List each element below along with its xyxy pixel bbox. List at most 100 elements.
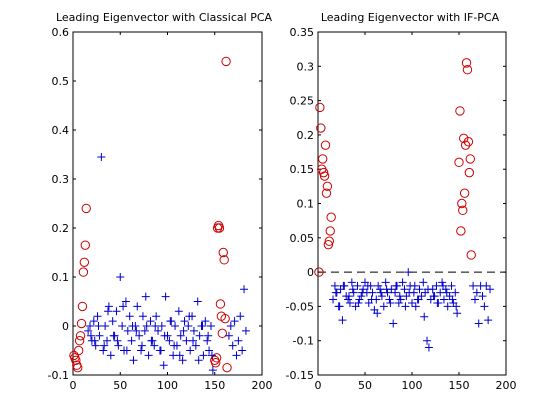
left-plus-point bbox=[178, 356, 187, 365]
right-plus-point bbox=[480, 302, 489, 311]
right-x-tick-label: 150 bbox=[449, 379, 470, 392]
left-plus-point bbox=[186, 346, 195, 355]
right-circle-point bbox=[461, 58, 472, 68]
right-plus-point bbox=[385, 295, 394, 304]
left-plus-point bbox=[234, 336, 243, 345]
right-plus-point bbox=[400, 285, 409, 294]
right-y-tick-label: 0.3 bbox=[297, 60, 315, 73]
left-circle-point bbox=[81, 203, 91, 214]
left-x-tick-label: 100 bbox=[157, 379, 178, 392]
right-plus-point bbox=[443, 302, 452, 311]
left-plus-point bbox=[86, 331, 95, 340]
left-plus-point bbox=[170, 341, 179, 350]
left-plus-point bbox=[129, 356, 138, 365]
left-plus-point bbox=[203, 336, 212, 345]
right-plus-point bbox=[423, 285, 432, 294]
right-plus-point bbox=[452, 302, 461, 311]
left-circle-point bbox=[71, 355, 81, 365]
right-circle-point bbox=[316, 123, 326, 133]
left-circle-point bbox=[78, 267, 89, 277]
right-plus-point bbox=[448, 295, 457, 304]
left-plus-point bbox=[90, 336, 99, 345]
right-circle-point bbox=[463, 137, 474, 147]
left-plus-point bbox=[118, 322, 127, 330]
right-circle-point bbox=[454, 157, 464, 168]
right-circle-point bbox=[466, 250, 476, 260]
right-plus-point bbox=[423, 336, 432, 345]
left-y-tick-label: 0.6 bbox=[52, 26, 70, 39]
right-circle-point bbox=[459, 133, 469, 144]
left-plus-point bbox=[160, 331, 169, 340]
right-circle-point bbox=[458, 205, 468, 216]
right-circle-point bbox=[315, 102, 325, 113]
right-plus-point bbox=[389, 319, 398, 328]
right-plus-point bbox=[391, 288, 400, 297]
left-plus-point bbox=[103, 307, 112, 316]
left-plus-point bbox=[238, 346, 247, 355]
right-plus-point bbox=[359, 285, 368, 294]
left-circle-point bbox=[222, 362, 232, 373]
left-plus-point bbox=[226, 322, 235, 330]
right-circle-point bbox=[464, 167, 475, 178]
left-plus-point bbox=[128, 322, 137, 330]
right-axis-ticks: 0 50 100 150 200 -0.15 -0.1 -0.05 0 0.05 0.1 0.15 0.… bbox=[286, 26, 517, 392]
left-plus-point bbox=[194, 356, 203, 365]
left-plus-point bbox=[152, 312, 161, 321]
right-plus-point bbox=[439, 281, 448, 290]
left-plus-point bbox=[171, 322, 180, 330]
right-circle-point bbox=[457, 198, 467, 209]
left-plus-point bbox=[150, 341, 159, 350]
right-plus-point bbox=[345, 292, 354, 301]
left-y-tick-label: 0 bbox=[62, 320, 69, 333]
left-plus-point bbox=[228, 341, 237, 350]
right-plus-point bbox=[470, 295, 479, 304]
left-plus-point bbox=[159, 361, 168, 370]
left-plus-point bbox=[224, 331, 233, 340]
right-plus-point bbox=[424, 343, 433, 352]
left-plus-point bbox=[100, 341, 109, 350]
right-circle-point bbox=[325, 226, 335, 236]
left-plus-point bbox=[175, 351, 184, 360]
left-plus-point bbox=[103, 336, 112, 345]
right-plus-point bbox=[382, 285, 391, 294]
left-plus-point bbox=[208, 366, 217, 375]
left-plus-point bbox=[199, 351, 208, 360]
left-plus-point bbox=[116, 273, 125, 281]
left-plus-point bbox=[95, 331, 104, 340]
right-plus-point bbox=[331, 288, 340, 297]
right-plus-point bbox=[420, 312, 429, 321]
right-plus-point bbox=[329, 295, 338, 304]
left-plus-point bbox=[99, 346, 108, 355]
left-plus-point bbox=[119, 302, 128, 311]
left-circle-point bbox=[77, 301, 88, 312]
left-x-tick-label: 200 bbox=[252, 379, 273, 392]
left-plus-point bbox=[154, 326, 163, 335]
right-plus-point bbox=[345, 298, 354, 307]
left-axis-ticks: 0 50 100 150 200-0.100.10.20.30.40.50.6 bbox=[48, 26, 273, 392]
left-plus-point bbox=[97, 152, 106, 161]
right-circle-point bbox=[456, 226, 466, 236]
left-plus-point bbox=[127, 336, 136, 345]
right-data-marks bbox=[314, 58, 495, 352]
right-plus-point bbox=[355, 295, 364, 304]
left-plus-point bbox=[122, 346, 131, 355]
right-plus-point bbox=[398, 278, 407, 287]
left-circle-point bbox=[79, 257, 90, 267]
right-circle-point bbox=[455, 106, 465, 116]
right-plus-point bbox=[353, 281, 362, 290]
right-plus-point bbox=[381, 278, 390, 287]
right-circle-point bbox=[318, 167, 329, 178]
left-y-tick-label: 0.5 bbox=[52, 75, 70, 88]
right-plus-point bbox=[339, 281, 348, 290]
left-circle-point bbox=[217, 328, 228, 339]
left-plus-point bbox=[204, 331, 213, 340]
right-plus-point bbox=[367, 295, 376, 304]
left-plus-point bbox=[232, 351, 241, 360]
left-y-tick-label: -0.1 bbox=[48, 369, 69, 382]
right-circle-point bbox=[326, 212, 336, 222]
left-plus-point bbox=[138, 312, 147, 321]
left-plus-point bbox=[123, 326, 132, 335]
left-plus-point bbox=[109, 331, 118, 340]
left-plus-point bbox=[184, 322, 193, 330]
right-plus-point bbox=[401, 302, 410, 311]
